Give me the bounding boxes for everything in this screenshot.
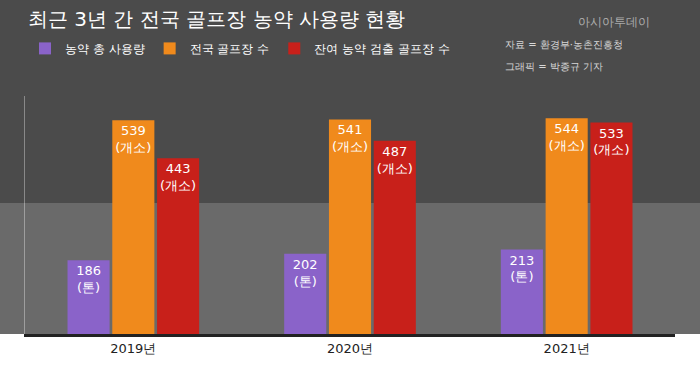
- svg-text:자료 = 환경부·농촌진흥청: 자료 = 환경부·농촌진흥청: [505, 39, 623, 50]
- svg-text:539(개소): 539(개소): [115, 123, 151, 155]
- svg-text:잔여 농약 검출 골프장 수: 잔여 농약 검출 골프장 수: [314, 42, 449, 56]
- svg-text:186(톤): 186(톤): [76, 263, 101, 295]
- svg-text:전국 골프장 수: 전국 골프장 수: [190, 42, 270, 56]
- svg-text:최근 3년 간 전국 골프장 농약 사용량 현황: 최근 3년 간 전국 골프장 농약 사용량 현황: [28, 7, 405, 31]
- svg-text:544(개소): 544(개소): [549, 121, 585, 153]
- svg-text:213(톤): 213(톤): [509, 253, 534, 285]
- svg-text:443(개소): 443(개소): [160, 161, 196, 193]
- svg-text:2020년: 2020년: [327, 341, 373, 356]
- svg-text:농약 총 사용량: 농약 총 사용량: [65, 42, 145, 56]
- svg-text:2019년: 2019년: [110, 341, 156, 356]
- svg-text:아시아투데이: 아시아투데이: [578, 15, 650, 29]
- svg-text:그래픽 = 박종규 기자: 그래픽 = 박종규 기자: [505, 61, 603, 72]
- svg-text:487(개소): 487(개소): [377, 144, 413, 176]
- svg-text:533(개소): 533(개소): [593, 126, 629, 158]
- svg-text:2021년: 2021년: [544, 341, 590, 356]
- svg-text:541(개소): 541(개소): [332, 122, 368, 154]
- svg-text:202(톤): 202(톤): [293, 257, 318, 289]
